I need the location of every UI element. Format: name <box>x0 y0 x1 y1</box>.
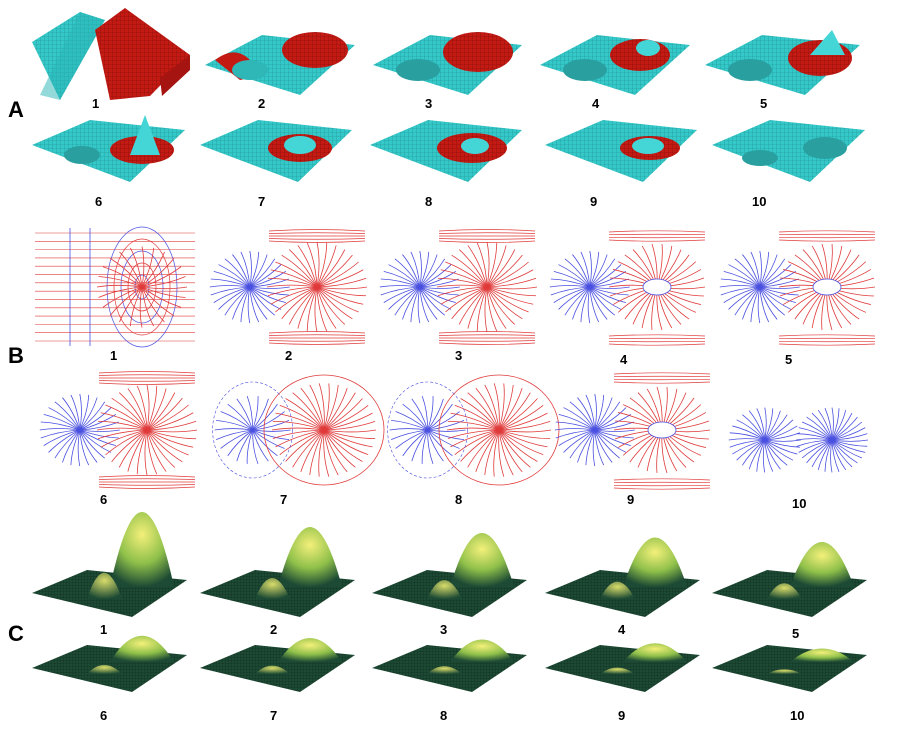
label-A6: 6 <box>95 194 102 209</box>
panel-A1 <box>32 8 190 100</box>
label-B3: 3 <box>455 348 462 363</box>
label-A10: 10 <box>752 194 766 209</box>
panel-C9 <box>545 643 700 692</box>
label-A2: 2 <box>258 96 265 111</box>
label-C8: 8 <box>440 708 447 723</box>
panel-A10 <box>712 120 865 182</box>
panel-A5 <box>705 30 860 95</box>
label-C1: 1 <box>100 622 107 637</box>
panel-B3 <box>379 229 538 345</box>
panel-B7 <box>212 374 385 486</box>
panel-C6 <box>32 635 187 692</box>
panel-B2 <box>209 229 368 345</box>
label-A1: 1 <box>92 96 99 111</box>
panel-C1 <box>32 512 187 617</box>
panel-C2 <box>200 527 355 617</box>
label-C9: 9 <box>618 708 625 723</box>
panel-A6 <box>32 115 185 182</box>
label-B8: 8 <box>455 492 462 507</box>
label-B9: 9 <box>627 492 634 507</box>
label-C7: 7 <box>270 708 277 723</box>
panel-C4 <box>545 537 700 617</box>
label-B1: 1 <box>110 348 117 363</box>
panel-A3 <box>373 32 522 95</box>
label-A9: 9 <box>590 194 597 209</box>
row-label-A: A <box>8 97 24 122</box>
label-C2: 2 <box>270 622 277 637</box>
label-B7: 7 <box>280 492 287 507</box>
label-A5: 5 <box>760 96 767 111</box>
row-C-surfaces <box>32 512 867 692</box>
panel-C5 <box>712 542 867 617</box>
panel-C3 <box>372 533 527 617</box>
panel-C8 <box>372 639 527 692</box>
panel-B4 <box>549 230 706 346</box>
label-B6: 6 <box>100 492 107 507</box>
panel-A2 <box>205 32 355 95</box>
panel-B9 <box>554 372 711 490</box>
label-B5: 5 <box>785 352 792 367</box>
row-A-bottom <box>32 115 865 182</box>
label-A3: 3 <box>425 96 432 111</box>
panel-B6 <box>39 371 198 489</box>
panel-A4 <box>540 35 690 95</box>
row-A-top <box>32 8 860 100</box>
row-B-streamlines <box>35 226 876 490</box>
panel-C10 <box>712 645 867 692</box>
label-C6: 6 <box>100 708 107 723</box>
label-C4: 4 <box>618 622 626 637</box>
label-B2: 2 <box>285 348 292 363</box>
label-A7: 7 <box>258 194 265 209</box>
label-C10: 10 <box>790 708 804 723</box>
panel-B10 <box>728 407 869 473</box>
row-label-B: B <box>8 343 24 368</box>
panel-A9 <box>545 120 697 182</box>
label-A4: 4 <box>592 96 600 111</box>
panel-B8 <box>387 374 560 486</box>
label-A8: 8 <box>425 194 432 209</box>
row-label-C: C <box>8 621 24 646</box>
label-B10: 10 <box>792 496 806 511</box>
panel-B5 <box>719 230 876 346</box>
panel-B1 <box>35 226 195 348</box>
panel-A7 <box>200 120 352 182</box>
label-B4: 4 <box>620 352 628 367</box>
panel-labels: 1 2 3 4 5 6 7 8 9 10 1 2 3 4 5 6 7 8 9 1… <box>92 96 806 723</box>
label-C5: 5 <box>792 626 799 641</box>
panel-A8 <box>370 120 522 182</box>
label-C3: 3 <box>440 622 447 637</box>
panel-C7 <box>200 638 355 692</box>
